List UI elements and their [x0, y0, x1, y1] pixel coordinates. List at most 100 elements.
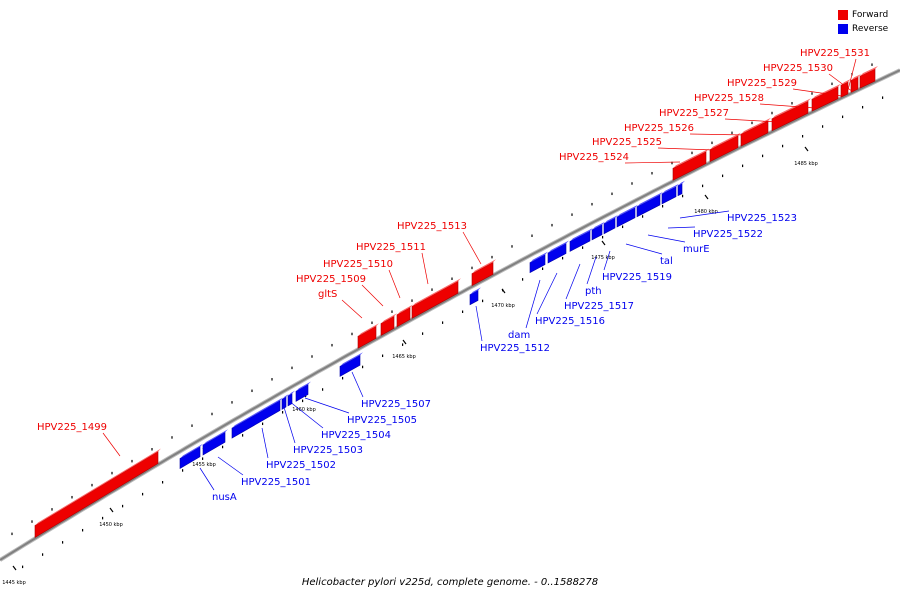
gene-leader-line	[421, 252, 429, 285]
minor-tick	[122, 504, 124, 508]
minor-tick	[462, 310, 464, 313]
minor-tick	[151, 448, 153, 451]
minor-tick	[162, 481, 164, 484]
kbp-tick-label: 1445 kbp	[2, 580, 26, 586]
minor-tick	[62, 541, 64, 544]
gene-label-hpv225_1511: HPV225_1511	[356, 242, 426, 253]
gene-hpv225_1502-feature[interactable]	[231, 399, 281, 439]
legend-reverse-label: Reverse	[852, 24, 889, 34]
gene-tal-feature[interactable]	[616, 207, 636, 228]
gene-leader-line	[679, 210, 730, 219]
gene-hpv225_1516-feature[interactable]	[547, 243, 567, 264]
gene-feature-highlight	[412, 278, 461, 307]
minor-tick	[882, 96, 884, 99]
kbp-tick-mark	[601, 240, 606, 246]
minor-tick	[582, 246, 584, 249]
gene-feature-highlight	[741, 117, 771, 135]
minor-tick	[831, 82, 833, 86]
gene-leader-line	[102, 432, 121, 457]
gene-feature-highlight	[662, 183, 679, 194]
kbp-tick-mark	[12, 565, 17, 571]
minor-tick	[671, 161, 673, 165]
gene-leader-line	[525, 279, 541, 329]
minor-tick	[482, 299, 484, 303]
minor-tick	[842, 115, 844, 119]
gene-feature-highlight	[772, 98, 811, 119]
gene-leader-line	[847, 58, 857, 91]
minor-tick	[491, 255, 493, 259]
gene-leader-line	[388, 269, 401, 299]
minor-tick	[622, 225, 624, 229]
minor-tick	[231, 401, 233, 404]
minor-tick	[771, 111, 773, 115]
kbp-tick-mark	[109, 507, 114, 513]
gene-hpv225_1523-feature[interactable]	[677, 183, 683, 197]
gene-feature-highlight	[381, 313, 397, 324]
minor-tick	[451, 277, 453, 280]
minor-tick	[111, 471, 113, 475]
minor-tick	[371, 321, 373, 325]
gene-pth-feature[interactable]	[591, 224, 603, 241]
gene-feature-highlight	[35, 448, 161, 526]
gene-leader-line	[792, 88, 843, 97]
gene-leader-line	[341, 299, 363, 319]
minor-tick	[362, 365, 364, 369]
gene-leader-line	[475, 305, 483, 342]
minor-tick	[42, 553, 44, 556]
minor-tick	[282, 411, 284, 414]
minor-tick	[391, 310, 393, 313]
gene-features	[34, 66, 878, 539]
gene-leader-line	[657, 147, 715, 151]
gene-label-hpv225_1503: HPV225_1503	[293, 445, 363, 456]
gene-hpv225_1529-feature[interactable]	[840, 81, 849, 98]
gene-feature-highlight	[530, 251, 548, 263]
kbp-tick-label: 1450 kbp	[99, 522, 123, 528]
minor-tick	[762, 154, 764, 158]
gene-hpv225_1512-feature[interactable]	[469, 289, 479, 306]
minor-tick	[182, 469, 184, 472]
gene-leader-line	[625, 243, 663, 255]
minor-tick	[471, 266, 473, 270]
gene-hpv225_1524-feature[interactable]	[672, 151, 707, 181]
gene-label-hpv225_1529: HPV225_1529	[727, 78, 797, 89]
gene-leader-line	[261, 427, 269, 459]
gene-label-hpv225_1510: HPV225_1510	[323, 259, 393, 270]
gene-feature-highlight	[570, 228, 593, 242]
gene-label-hpv225_1502: HPV225_1502	[266, 460, 336, 471]
minor-tick	[742, 164, 744, 168]
gene-hpv225_1530-feature[interactable]	[850, 76, 859, 93]
gene-label-hpv225_1516: HPV225_1516	[535, 316, 605, 327]
gene-leader-line	[199, 467, 215, 491]
minor-tick	[811, 92, 813, 95]
gene-label-hpv225_1499: HPV225_1499	[37, 422, 107, 433]
gene-label-hpv225_1530: HPV225_1530	[763, 63, 833, 74]
forward-swatch	[838, 10, 848, 20]
gene-feature-highlight	[673, 148, 709, 169]
minor-tick	[702, 184, 704, 188]
minor-tick	[511, 245, 513, 248]
kbp-tick-mark	[704, 194, 709, 200]
kbp-tick-label: 1470 kbp	[491, 303, 515, 309]
gene-hpv225_1499-feature[interactable]	[34, 450, 159, 539]
minor-tick	[311, 355, 313, 358]
minor-tick	[271, 378, 273, 381]
gene-hpv225_1507-feature[interactable]	[339, 354, 361, 377]
gene-feature-highlight	[180, 443, 203, 459]
gene-label-hpv225_1507: HPV225_1507	[361, 399, 431, 410]
minor-tick	[651, 171, 653, 175]
gene-leader-line	[624, 161, 681, 164]
gene-hpv225_1501-feature[interactable]	[202, 431, 226, 456]
minor-tick	[791, 101, 793, 105]
gene-feature-highlight	[860, 66, 878, 77]
gene-feature-highlight	[637, 191, 663, 207]
gene-leader-line	[282, 403, 296, 444]
gene-label-tal: tal	[660, 256, 673, 267]
gene-hpv225_1531-feature[interactable]	[859, 68, 876, 89]
gene-feature-highlight	[296, 381, 311, 392]
gene-hpv225_1525-feature[interactable]	[709, 135, 739, 163]
backbone-shadow	[0, 68, 900, 562]
gene-glts-feature[interactable]	[357, 325, 377, 349]
minor-tick	[382, 354, 384, 358]
legend-forward: Forward	[838, 8, 888, 22]
